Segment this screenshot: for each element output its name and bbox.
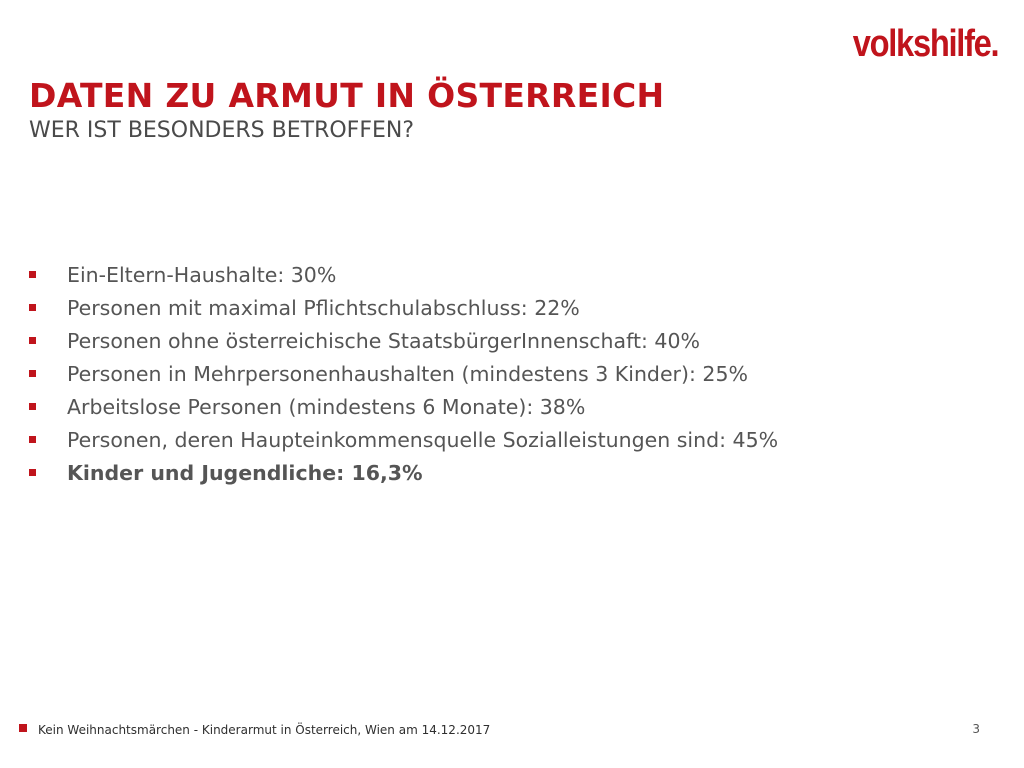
bullet-text: Personen in Mehrpersonenhaushalten (mind…: [67, 362, 748, 386]
bullet-item: Ein-Eltern-Haushalte: 30%: [28, 259, 778, 292]
bullet-item: Personen mit maximal Pflichtschulabschlu…: [28, 292, 778, 325]
bullet-item: Personen ohne österreichische Staatsbürg…: [28, 325, 778, 358]
square-bullet-icon: [29, 469, 36, 476]
square-bullet-icon: [29, 370, 36, 377]
bullet-text: Personen, deren Haupteinkommensquelle So…: [67, 428, 779, 452]
bullet-item: Personen, deren Haupteinkommensquelle So…: [28, 424, 778, 457]
bullet-list: Ein-Eltern-Haushalte: 30% Personen mit m…: [28, 259, 778, 490]
square-bullet-icon: [29, 403, 36, 410]
bullet-text: Personen ohne österreichische Staatsbürg…: [67, 329, 700, 353]
bullet-text: Kinder und Jugendliche: 16,3%: [67, 461, 423, 485]
square-bullet-icon: [29, 337, 36, 344]
slide-subtitle: WER IST BESONDERS BETROFFEN?: [29, 118, 415, 143]
page-number: 3: [972, 722, 980, 736]
footer-text: Kein Weihnachtsmärchen - Kinderarmut in …: [38, 723, 491, 737]
square-bullet-icon: [29, 271, 36, 278]
footer-square-icon: [19, 724, 27, 732]
bullet-item: Personen in Mehrpersonenhaushalten (mind…: [28, 358, 778, 391]
bullet-item-highlight: Kinder und Jugendliche: 16,3%: [28, 457, 778, 490]
bullet-text: Ein-Eltern-Haushalte: 30%: [67, 263, 337, 287]
bullet-text: Personen mit maximal Pflichtschulabschlu…: [67, 296, 580, 320]
square-bullet-icon: [29, 304, 36, 311]
bullet-text: Arbeitslose Personen (mindestens 6 Monat…: [67, 395, 586, 419]
bullet-item: Arbeitslose Personen (mindestens 6 Monat…: [28, 391, 778, 424]
volkshilfe-logo: volkshilfe.: [852, 23, 999, 65]
square-bullet-icon: [29, 436, 36, 443]
slide-title: DATEN ZU ARMUT IN ÖSTERREICH: [29, 76, 665, 115]
